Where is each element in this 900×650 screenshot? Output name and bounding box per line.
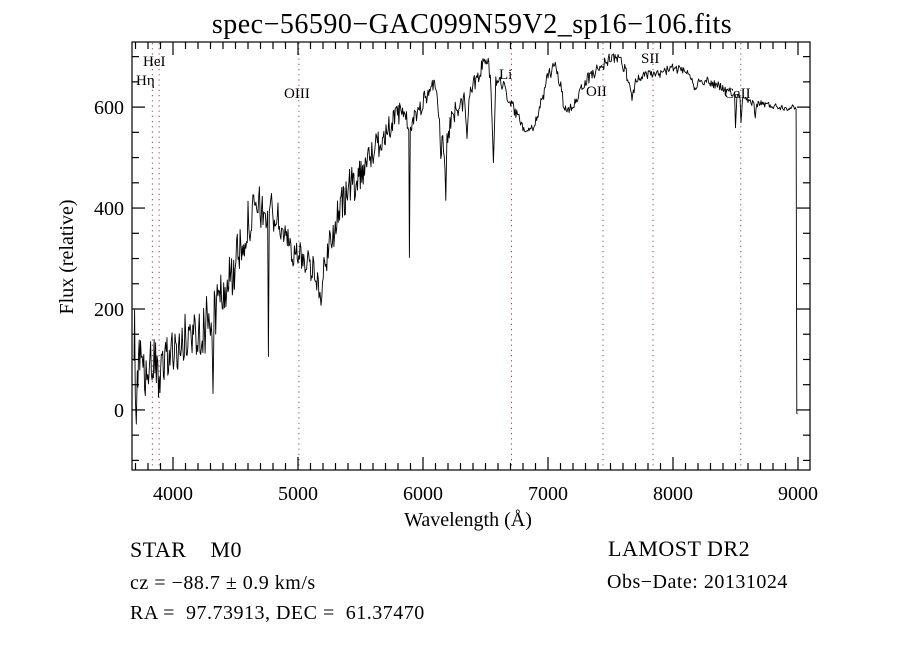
y-tick-label: 200 xyxy=(94,299,124,321)
axis-ticks xyxy=(132,42,810,470)
y-tick-label: 600 xyxy=(94,97,124,119)
y-tick-label: 0 xyxy=(114,400,124,422)
chart-title: spec−56590−GAC099N59V2_sp16−106.fits xyxy=(212,9,732,40)
spectral-line-label: OIII xyxy=(284,86,310,102)
spectral-line-label: HeI xyxy=(143,54,166,70)
x-tick-label: 5000 xyxy=(278,483,318,505)
spectral-line-label: Hη xyxy=(136,73,155,89)
spectral-line-label: CaII xyxy=(724,86,751,102)
x-tick-label: 9000 xyxy=(778,483,818,505)
x-tick-label: 6000 xyxy=(403,483,443,505)
y-tick-label: 400 xyxy=(94,198,124,220)
survey-release-label: LAMOST DR2 xyxy=(608,536,750,561)
spectrum-trace xyxy=(133,53,798,425)
object-class-label: STAR M0 xyxy=(130,537,242,562)
cz-value-label: cz = −88.7 ± 0.9 km/s xyxy=(130,572,316,594)
obs-date-label: Obs−Date: 20131024 xyxy=(607,571,788,593)
plot-box xyxy=(131,41,811,471)
x-tick-label: 4000 xyxy=(153,483,193,505)
x-tick-label: 7000 xyxy=(528,483,568,505)
spectral-line-label: Li xyxy=(499,67,512,83)
spectral-line-label: SII xyxy=(641,51,659,67)
x-tick-label: 8000 xyxy=(653,483,693,505)
spectrum-curve xyxy=(133,53,798,425)
y-axis-title: Flux (relative) xyxy=(56,200,78,315)
ra-dec-label: RA = 97.73913, DEC = 61.37470 xyxy=(130,602,425,624)
spectral-line-label: OII xyxy=(586,84,607,100)
axis-tick-labels: 4000 5000 6000 7000 8000 9000 0 200 400 600 xyxy=(94,97,818,505)
spectral-line-labels: HeI Hη OIII Li OII SII CaII xyxy=(136,51,751,102)
spectral-line-markers xyxy=(151,43,742,469)
x-axis-title: Wavelength (Å) xyxy=(404,509,532,531)
